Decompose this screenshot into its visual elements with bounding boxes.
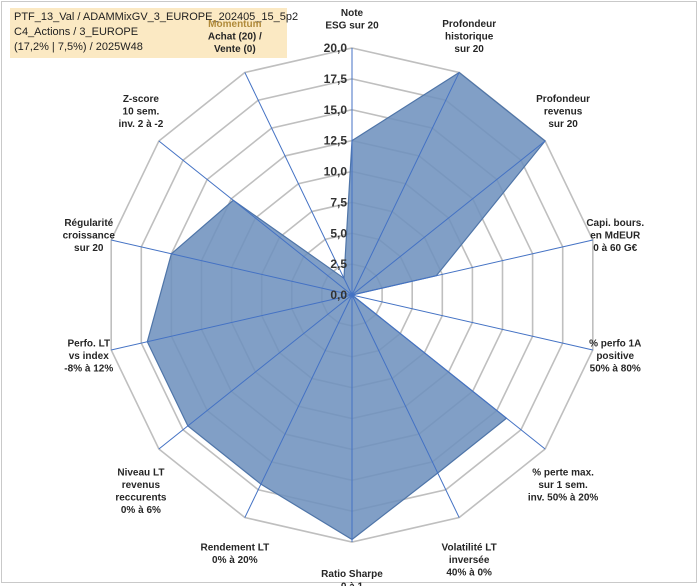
axis-label-line: vs index — [69, 351, 109, 362]
axis-label-line: 0% à 6% — [121, 505, 161, 516]
r-tick-label: 7,5 — [330, 195, 347, 209]
axis-label-line: sur 20 — [454, 44, 484, 55]
axis-spoke — [158, 294, 353, 450]
axis-spoke — [351, 294, 546, 450]
axis-label: % perte max. sur 1 sem. inv. 50% à 20% — [528, 467, 599, 503]
r-tick-label: 2,5 — [330, 257, 347, 271]
axis-spoke — [351, 294, 460, 518]
axis-label: Z-score 10 sem. inv. 2 à -2 — [118, 94, 163, 130]
axis-label: Note ESG sur 20 — [325, 8, 379, 32]
axis-label-line: inv. 2 à -2 — [118, 119, 163, 130]
axis-label: % perfo 1A positive 50% à 80% — [589, 338, 641, 374]
data-point — [351, 538, 354, 541]
axis-label: Capi. bours. en MdEUR 0 à 60 G€ — [586, 218, 644, 254]
axis-label-line: Note — [341, 8, 364, 19]
axis-spoke — [351, 239, 593, 296]
axis-label-line: Niveau LT — [117, 467, 164, 478]
r-tick-label: 17,5 — [324, 72, 348, 86]
axis-label-line: reccurents — [115, 492, 167, 503]
axis-label-line: 50% à 80% — [590, 363, 641, 374]
axis-label-line: 0% à 20% — [212, 555, 258, 566]
axis-label: Ratio Sharpe 0 à 1 — [321, 569, 383, 586]
axis-label: Régularité croissance sur 20 — [63, 218, 116, 254]
axis-spoke — [351, 294, 593, 351]
chart-title-line-2: C4_Actions / 3_EUROPE — [14, 26, 139, 38]
data-point — [351, 294, 354, 297]
axis-label: Niveau LT revenus reccurents 0% à 6% — [115, 467, 167, 515]
data-point — [351, 139, 354, 142]
axis-label-line: % perte max. — [532, 467, 594, 478]
r-tick-label: 0,0 — [330, 288, 347, 302]
axis-label-line: historique — [445, 32, 494, 43]
axis-label-line: revenus — [122, 480, 161, 491]
axis-label-line: Capi. bours. — [586, 218, 644, 229]
data-point — [342, 277, 345, 280]
axis-spoke — [351, 140, 546, 296]
axis-label-line: ESG sur 20 — [325, 21, 379, 32]
axis-label-line: Vente (0) — [214, 44, 256, 55]
axis-spoke — [158, 140, 353, 296]
axis-label-line: croissance — [63, 231, 116, 242]
r-tick-label: 20,0 — [324, 41, 348, 55]
data-point — [186, 424, 189, 427]
data-point — [505, 417, 508, 420]
data-point — [544, 139, 547, 142]
axis-label-line: 0 à 60 G€ — [593, 243, 637, 254]
r-tick-label: 10,0 — [324, 165, 348, 179]
axis-label: Volatilité LT inversée 40% à 0% — [442, 542, 497, 578]
data-point — [146, 340, 149, 343]
axis-label: Perfo. LT vs index -8% à 12% — [64, 338, 113, 374]
axis-label-line: -8% à 12% — [64, 363, 113, 374]
axis-label: Profondeur revenus sur 20 — [536, 94, 590, 130]
axis-label-line: sur 20 — [74, 243, 104, 254]
r-tick-label: 12,5 — [324, 134, 348, 148]
axis-label-line: sur 1 sem. — [538, 480, 588, 491]
axis-label-line: inv. 50% à 20% — [528, 492, 599, 503]
axis-label: Rendement LT 0% à 20% — [200, 542, 269, 566]
axis-label-line: Rendement LT — [200, 542, 269, 553]
axis-label-line: 10 sem. — [123, 107, 160, 118]
axis-spoke — [244, 72, 353, 296]
axis-label-line: Perfo. LT — [67, 338, 110, 349]
axis-label-line: sur 20 — [548, 119, 578, 130]
axis-label-line: 0 à 1 — [341, 582, 364, 586]
axis-label-line: Achat (20) / — [208, 32, 262, 43]
data-point — [170, 252, 173, 255]
data-point — [458, 71, 461, 74]
axis-label-line: Volatilité LT — [442, 542, 497, 553]
chart-title-box: PTF_13_Val / ADAMMixGV_3_EUROPE_202405_1… — [10, 8, 299, 58]
axis-label-line: en MdEUR — [590, 231, 641, 242]
axis-label-line: Profondeur — [442, 19, 496, 30]
axis-label-line: Profondeur — [536, 94, 590, 105]
axis-label-line: Momentum — [208, 19, 261, 30]
data-point — [435, 274, 438, 277]
axis-label: Profondeur historique sur 20 — [442, 19, 496, 55]
data-point — [259, 483, 262, 486]
axis-spoke — [351, 72, 460, 296]
r-tick-label: 15,0 — [324, 103, 348, 117]
axis-label-line: revenus — [544, 107, 583, 118]
axis-label-line: Ratio Sharpe — [321, 569, 383, 580]
axis-spoke — [111, 294, 353, 351]
chart-title-line-1: PTF_13_Val / ADAMMixGV_3_EUROPE_202405_1… — [14, 11, 299, 23]
axis-label: Momentum Achat (20) / Vente (0) — [208, 19, 262, 55]
axis-spoke — [244, 294, 353, 518]
data-point — [232, 199, 235, 202]
r-tick-label: 5,0 — [330, 226, 347, 240]
axis-spoke — [111, 239, 353, 296]
axis-label-line: 40% à 0% — [446, 567, 492, 578]
axis-label-line: inversée — [449, 555, 490, 566]
axis-label-line: % perfo 1A — [589, 338, 641, 349]
chart-title-line-3: (17,2% | 7,5%) / 2025W48 — [14, 41, 143, 53]
axis-label-line: Régularité — [64, 218, 113, 229]
axis-label-line: Z-score — [123, 94, 160, 105]
data-point — [436, 472, 439, 475]
axis-label-line: positive — [596, 351, 634, 362]
